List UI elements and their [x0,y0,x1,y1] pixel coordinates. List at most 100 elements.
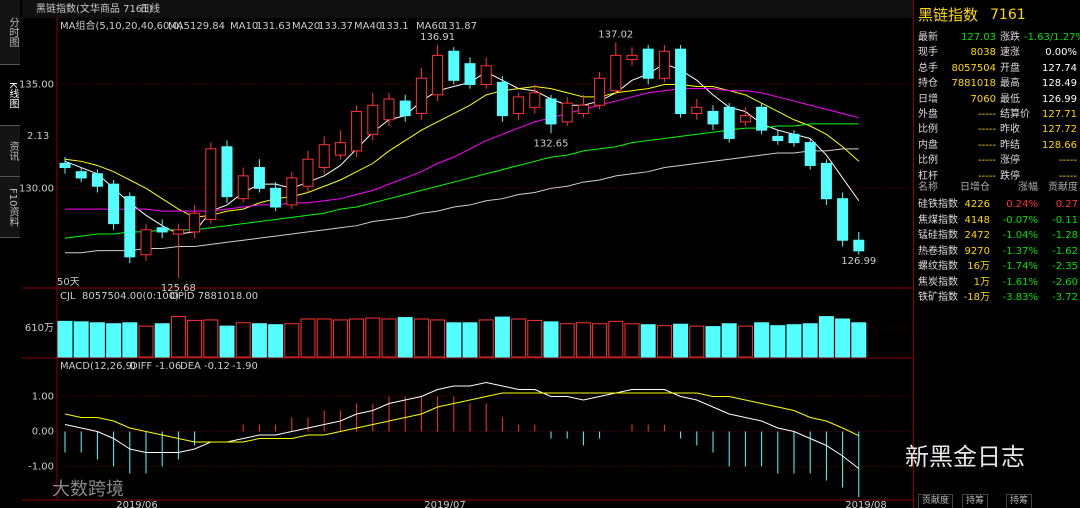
candle-body [334,142,346,156]
table-cell: -1.37% [1002,245,1038,257]
table-cell: 硅铁指数 [918,199,958,210]
quote-label: 杠杆 [918,170,938,182]
candle-body [415,77,427,115]
quote-value: ----- [977,170,996,182]
quote-value: ----- [977,124,996,136]
quote-value: 127.74 [1042,62,1077,74]
quote-label: 开盘 [1000,62,1020,74]
volume-bar [592,323,608,358]
quote-value: 128.66 [1042,139,1077,151]
table-cell: 铁矿指数 [918,292,958,303]
quote-value: ----- [1058,155,1077,167]
volume-bar [170,316,186,358]
quote-label: 总手 [918,62,938,74]
legend: DIFF -1.06 [130,361,181,372]
tab[interactable]: F10资料 [0,177,20,238]
table-cell: 0.24% [1006,199,1038,210]
candle-body [189,212,201,233]
volume-bar [284,323,300,358]
table-cell: -1.04% [1002,230,1038,241]
volume-bar [689,325,705,358]
candle-body [351,110,363,152]
legend-name: MA10 [230,21,258,32]
price-annotation: 126.99 [841,256,876,267]
quote-label: 最低 [1000,93,1020,105]
y-tick-label: 130.00 [19,183,54,194]
line [64,381,860,469]
watermark: 大数跨境 [52,479,124,500]
volume-bar [754,322,770,358]
title-bar [22,0,913,18]
table-cell: -1.28 [1052,230,1078,241]
quote-value: 7060 [970,93,996,105]
candle-body [707,110,719,125]
candle-body [513,96,525,115]
table-cell: -2.35 [1052,261,1078,272]
volume-bar [462,322,478,358]
candle-body [124,196,136,258]
table-cell: -3.72 [1052,292,1078,303]
candle-body [140,229,152,256]
annotation: 50天 [57,277,80,288]
quote-value: 127.71 [1042,109,1077,120]
table-cell: 9270 [964,245,990,257]
volume-bar [737,325,753,358]
volume-bar [187,319,203,358]
legend: -1.90 [232,361,258,372]
candle-body [367,104,379,135]
volume-bar [673,323,689,358]
table-cell: 2472 [964,230,990,241]
quote-value: 126.99 [1042,93,1077,105]
volume-bar [122,322,138,358]
candle-body [253,167,265,189]
bottom-tab[interactable]: 持筹 [1006,494,1033,508]
line [64,63,860,235]
volume-bar [511,318,527,358]
candle-body [545,98,557,125]
volume-bar [608,320,624,358]
quote-panel: 黑链指数 7161 最新 127.03 涨跌 -1.63/1.27% 现手 8038 速涨 0… [913,0,1080,508]
quote-label: 昨收 [1000,124,1020,136]
tab[interactable]: 分时图 [0,0,20,65]
candle-body [448,50,460,81]
candle-body [237,175,249,200]
volume-bar [332,319,348,358]
quote-value: 127.03 [961,32,996,43]
volume-bar [430,319,446,358]
tab[interactable]: K线图 [0,65,20,126]
line [64,123,859,239]
tab[interactable]: 资讯 [0,126,20,177]
candle-body [723,106,735,139]
candle-body [91,173,103,187]
table-cell: -0.07% [1002,214,1038,226]
candle-body [594,77,606,106]
y-tick-label: 1.00 [32,392,54,403]
table-cell: 螺纹指数 [918,261,958,272]
quote-value: ----- [977,155,996,167]
volume-bar [219,325,235,358]
table-cell: 4148 [964,214,990,226]
quote-label: 持仓 [918,78,938,90]
candle-body [626,54,638,61]
table-cell: -18万 [963,292,990,303]
candle-body [691,106,703,115]
candle-body [59,162,71,169]
candle-body [577,104,589,115]
quote-label: 最高 [1000,78,1020,90]
y-tick-label: 135.00 [19,79,54,90]
price-annotation: 136.91 [420,32,455,43]
volume-bar [835,318,851,358]
candle-body [837,198,849,241]
table-cell: 1万 [973,276,990,288]
candle-body [270,187,282,208]
period[interactable]: 日线 [140,2,160,15]
bottom-tab[interactable]: 持筹 [962,494,989,508]
price-annotation: 125.68 [161,283,196,294]
candle-body [788,133,800,144]
bottom-tab[interactable]: 贡献度 [918,494,954,508]
line [64,83,860,218]
table-cell: -1.74% [1002,261,1038,272]
quote-value: ----- [977,109,996,120]
candle-body [75,171,87,179]
volume-bar [73,321,89,358]
